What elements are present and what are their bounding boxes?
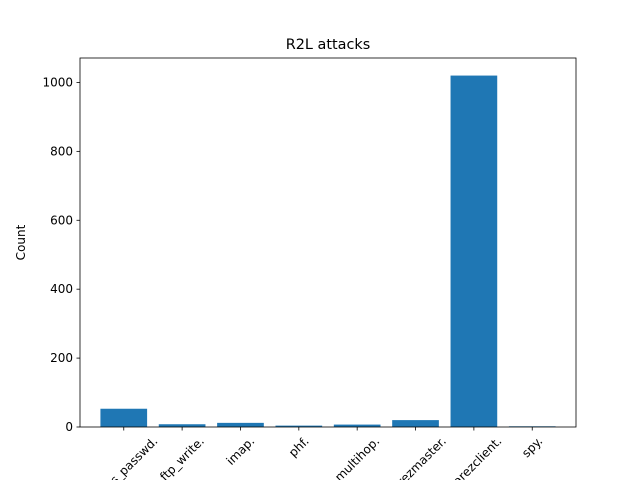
y-tick-label: 200 (50, 351, 73, 365)
y-tick-label: 600 (50, 213, 73, 227)
y-tick-label: 800 (50, 144, 73, 158)
chart-title: R2L attacks (286, 37, 370, 53)
bar (392, 420, 439, 427)
bar (275, 425, 323, 427)
bar (217, 422, 264, 427)
y-tick-label: 400 (50, 282, 73, 296)
y-axis-label: Count (14, 224, 28, 260)
axes-frame (79, 57, 577, 428)
y-tick-label: 1000 (42, 75, 73, 89)
bar (333, 424, 381, 427)
bar (158, 424, 206, 427)
bar (100, 408, 148, 427)
bar (450, 75, 498, 428)
y-tick-label: 0 (65, 420, 73, 434)
